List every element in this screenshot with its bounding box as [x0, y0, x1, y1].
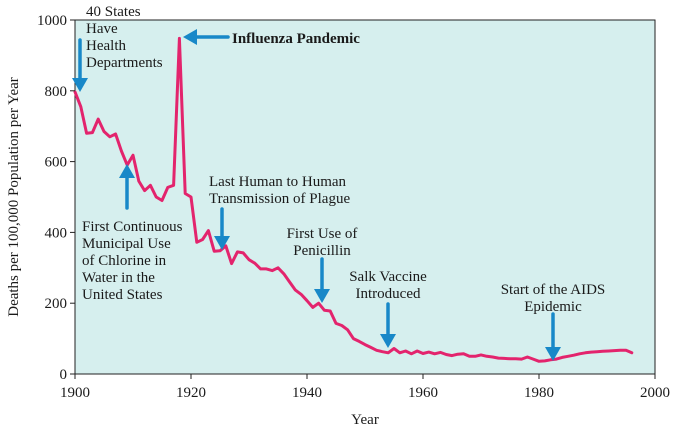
- annotation-arrow: [214, 207, 230, 250]
- x-tick-label: 1920: [176, 385, 206, 401]
- axes-layer: 1900 1920 1940 1960 1980 2000 0 200 400 600 800 100…: [37, 13, 670, 401]
- annotation-arrow: [380, 302, 396, 348]
- annotation-label: Start of the AIDS Epidemic: [501, 282, 606, 315]
- annotation-line: Influenza Pandemic: [232, 31, 360, 47]
- annotation-line: Epidemic: [524, 299, 582, 315]
- annotation-arrow: [119, 164, 135, 210]
- annotation-line: Salk Vaccine: [349, 269, 427, 285]
- x-tick-label: 2000: [640, 385, 670, 401]
- annotation-line: Health: [86, 38, 126, 54]
- annotation-line: Departments: [86, 55, 163, 71]
- annotation-line: Last Human to Human: [209, 174, 347, 190]
- annotation-arrow: [314, 257, 330, 303]
- annotation-line: First Continuous: [82, 219, 183, 235]
- annotation-line: Penicillin: [293, 243, 351, 259]
- x-tick-label: 1960: [408, 385, 438, 401]
- annotation-label: Last Human to Human Transmission of Plagu…: [209, 174, 350, 207]
- annotation-arrow: [183, 29, 230, 45]
- annotation-line: Have: [86, 21, 118, 37]
- annotation-label: Salk Vaccine Introduced: [349, 269, 427, 302]
- annotation-label: 40 States Have Health Departments: [86, 4, 163, 71]
- y-tick-label: 600: [45, 155, 68, 171]
- y-tick-label: 1000: [37, 13, 67, 29]
- series-line-0: [73, 36, 634, 363]
- annotation-line: Municipal Use: [82, 236, 171, 252]
- series-layer: [73, 36, 634, 363]
- annotation-line: Start of the AIDS: [501, 282, 606, 298]
- annotation-label: Influenza Pandemic: [232, 31, 360, 47]
- x-tick-label: 1900: [60, 385, 90, 401]
- annotation-label: First Continuous Municipal Use of Chlorine…: [82, 219, 183, 303]
- y-tick-label: 400: [45, 225, 68, 241]
- annotation-line: Transmission of Plague: [209, 191, 350, 207]
- annotation-line: 40 States: [86, 4, 141, 20]
- y-axis-title: Deaths per 100,000 Population per Year: [6, 77, 22, 317]
- annotation-label: First Use of Penicillin: [287, 226, 358, 259]
- annotation-arrow: [545, 312, 561, 361]
- annotations-layer: 40 States Have Health Departments Influenza …: [72, 4, 605, 361]
- annotation-line: of Chlorine in: [82, 253, 167, 269]
- annotation-line: Introduced: [356, 286, 421, 302]
- y-tick-label: 0: [60, 367, 68, 383]
- y-tick-label: 200: [45, 296, 68, 312]
- annotation-line: First Use of: [287, 226, 358, 242]
- x-tick-label: 1980: [524, 385, 554, 401]
- annotation-line: Water in the: [82, 270, 155, 286]
- annotation-arrow: [72, 38, 88, 92]
- x-tick-label: 1940: [292, 385, 322, 401]
- annotation-line: United States: [82, 287, 163, 303]
- plot-area: [74, 19, 656, 375]
- y-tick-label: 800: [45, 84, 68, 100]
- x-axis-title: Year: [351, 412, 379, 428]
